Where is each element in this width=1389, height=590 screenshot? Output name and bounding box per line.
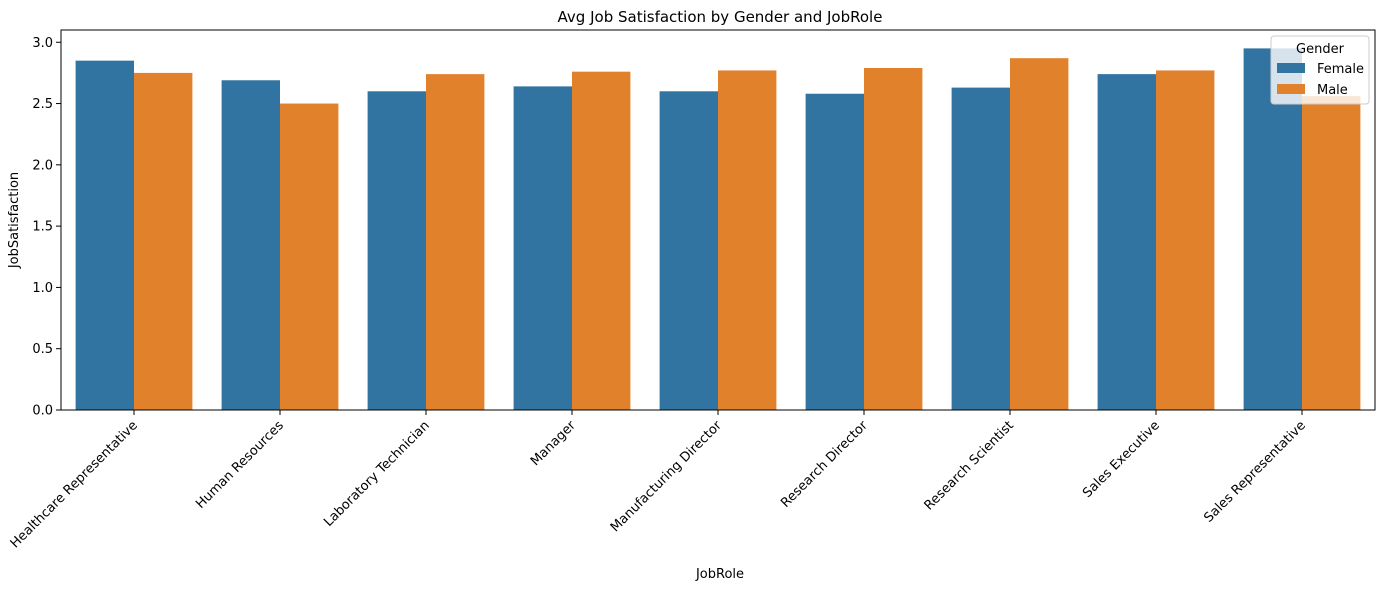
legend-swatch-female: [1277, 63, 1305, 73]
x-tick-label: Sales Executive: [1080, 418, 1163, 501]
bar-female-4: [659, 91, 718, 411]
bar-female-7: [1097, 74, 1156, 411]
legend-swatch-male: [1277, 84, 1305, 94]
bar-male-0: [134, 72, 193, 410]
bar-male-4: [718, 70, 777, 411]
chart-title: Avg Job Satisfaction by Gender and JobRo…: [558, 8, 883, 26]
bar-male-1: [280, 103, 339, 410]
x-tick-label: Research Director: [778, 418, 871, 511]
x-tick-label: Manufacturing Director: [608, 418, 725, 535]
x-axis-title: JobRole: [695, 567, 744, 582]
x-tick-label: Manager: [528, 418, 579, 469]
y-axis-title: JobSatisfaction: [7, 172, 22, 269]
bar-male-6: [1010, 58, 1069, 411]
bar-male-3: [572, 71, 631, 410]
bar-male-8: [1302, 96, 1361, 411]
y-tick-label: 2.5: [32, 97, 53, 112]
x-tick-label: Research Scientist: [922, 418, 1017, 513]
legend-title: Gender: [1296, 42, 1345, 57]
y-tick-label: 0.5: [32, 342, 53, 357]
bar-female-8: [1243, 48, 1302, 411]
bar-female-5: [805, 93, 864, 410]
y-tick-label: 0.0: [32, 404, 53, 419]
legend: Gender Female Male: [1270, 35, 1370, 105]
x-tick-label: Human Resources: [193, 418, 287, 512]
y-tick-label: 2.0: [32, 158, 53, 173]
x-tick-label: Healthcare Representative: [8, 418, 141, 551]
bar-female-2: [367, 91, 426, 411]
y-tick-label: 1.5: [32, 220, 53, 235]
bars-group: [75, 48, 1361, 411]
plot-frame: [60, 29, 1376, 411]
bar-male-5: [864, 68, 923, 410]
x-tick-label: Laboratory Technician: [321, 418, 433, 530]
legend-label-female: Female: [1317, 62, 1364, 77]
y-tick-label: 3.0: [32, 36, 53, 51]
bar-female-6: [951, 87, 1010, 410]
bar-male-7: [1156, 70, 1215, 411]
legend-label-male: Male: [1317, 83, 1348, 98]
bar-male-2: [426, 74, 485, 411]
bar-female-0: [75, 60, 134, 410]
x-axis: Healthcare Representative Human Resources…: [8, 410, 1309, 551]
bar-female-1: [221, 80, 280, 411]
y-tick-label: 1.0: [32, 281, 53, 296]
y-axis: 0.0 0.5 1.0 1.5 2.0 2.5 3.0: [32, 36, 61, 419]
x-tick-label: Sales Representative: [1201, 418, 1308, 525]
bar-female-3: [513, 86, 572, 411]
